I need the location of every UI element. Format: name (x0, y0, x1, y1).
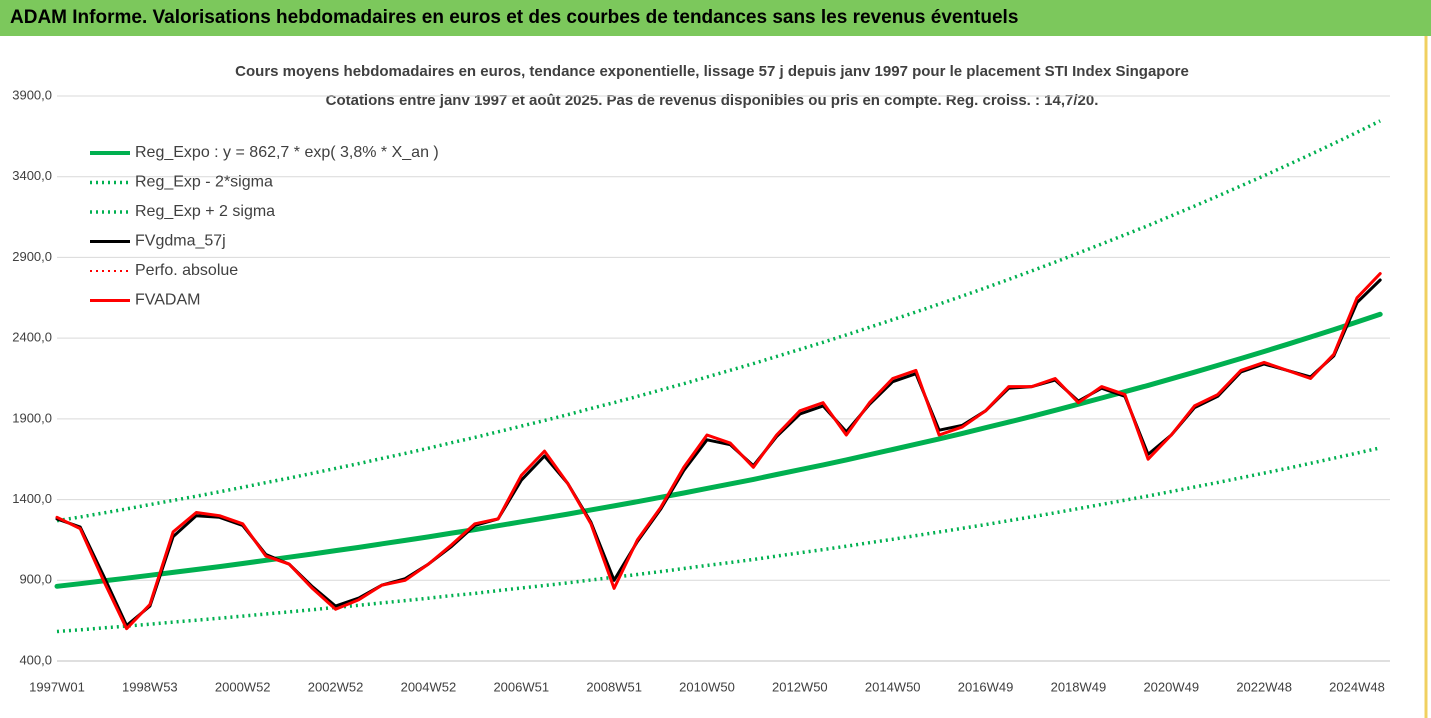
x-tick-label: 2004W52 (401, 679, 457, 694)
y-tick-label: 2900,0 (12, 249, 52, 264)
x-tick-label: 2002W52 (308, 679, 364, 694)
chart-subtitle: Cotations entre janv 1997 et août 2025. … (326, 92, 1099, 109)
x-tick-label: 2012W50 (772, 679, 828, 694)
x-tick-label: 2014W50 (865, 679, 921, 694)
y-tick-label: 2400,0 (12, 330, 52, 345)
x-tick-label: 2000W52 (215, 679, 271, 694)
series-line (56, 119, 1381, 523)
header-title: ADAM Informe. Valorisations hebdomadaire… (10, 7, 1019, 28)
series-line (56, 446, 1381, 634)
x-tick-label: 2020W49 (1143, 679, 1199, 694)
y-tick-label: 1400,0 (12, 491, 52, 506)
legend-label: FVgdma_57j (135, 233, 226, 250)
y-tick-label: 400,0 (19, 652, 52, 667)
y-tick-label: 1900,0 (12, 410, 52, 425)
x-tick-label: 2008W51 (586, 679, 642, 694)
legend-label: Perfo. absolue (135, 262, 238, 279)
x-tick-label: 2010W50 (679, 679, 735, 694)
legend-label: Reg_Expo : y = 862,7 * exp( 3,8% * X_an … (135, 144, 439, 161)
x-tick-label: 2016W49 (958, 679, 1014, 694)
y-tick-label: 900,0 (19, 572, 52, 587)
chart: Cours moyens hebdomadaires en euros, ten… (0, 36, 1431, 718)
x-tick-label: 2024W48 (1329, 679, 1385, 694)
y-tick-label: 3400,0 (12, 168, 52, 183)
legend-label: Reg_Exp - 2*sigma (135, 174, 273, 191)
legend-label: FVADAM (135, 292, 200, 309)
x-tick-label: 1998W53 (122, 679, 178, 694)
x-tick-label: 1997W01 (29, 679, 85, 694)
y-tick-label: 3900,0 (12, 87, 52, 102)
chart-background (0, 36, 1431, 718)
header-bar: ADAM Informe. Valorisations hebdomadaire… (0, 0, 1431, 36)
legend-label: Reg_Exp + 2 sigma (135, 203, 275, 220)
series-line (55, 272, 1382, 631)
x-tick-label: 2022W48 (1236, 679, 1292, 694)
x-tick-label: 2006W51 (493, 679, 549, 694)
x-tick-label: 2018W49 (1051, 679, 1107, 694)
chart-title: Cours moyens hebdomadaires en euros, ten… (235, 63, 1189, 80)
